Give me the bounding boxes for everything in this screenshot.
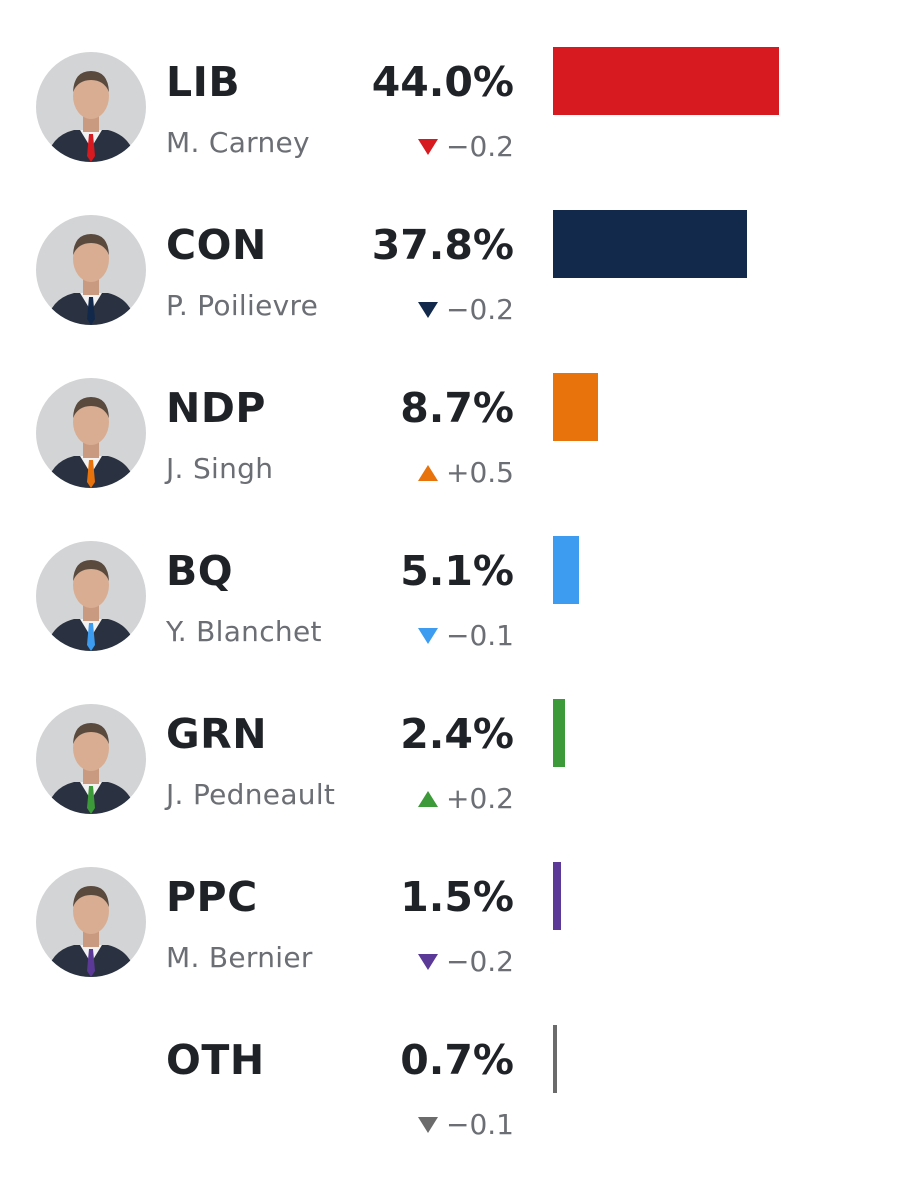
change-value: −0.2 — [446, 130, 514, 163]
leader-name: Y. Blanchet — [166, 615, 322, 648]
triangle-down-icon — [418, 1117, 438, 1133]
party-row: CON P. Poilievre 37.8% −0.2 — [0, 163, 898, 326]
triangle-down-icon — [418, 302, 438, 318]
leader-name: P. Poilievre — [166, 289, 319, 322]
party-row: PPC M. Bernier 1.5% −0.2 — [0, 815, 898, 978]
vote-share-label: 44.0% — [371, 58, 514, 106]
change-indicator: −0.1 — [418, 617, 514, 655]
vote-share-bar — [553, 862, 561, 930]
candidate-photo — [36, 867, 146, 977]
candidate-photo — [36, 378, 146, 488]
change-value: −0.2 — [446, 945, 514, 978]
party-row: GRN J. Pedneault 2.4% +0.2 — [0, 652, 898, 815]
party-abbreviation: NDP — [166, 384, 266, 432]
leader-name: J. Pedneault — [166, 778, 336, 811]
vote-share-label: 8.7% — [400, 384, 514, 432]
leader-name: M. Carney — [166, 126, 310, 159]
vote-share-bar — [553, 536, 580, 604]
vote-share-bar — [553, 699, 566, 767]
party-abbreviation: OTH — [166, 1036, 265, 1084]
vote-share-label: 2.4% — [400, 710, 514, 758]
candidate-photo — [36, 52, 146, 162]
change-value: −0.2 — [446, 293, 514, 326]
vote-share-label: 1.5% — [400, 873, 514, 921]
change-indicator: +0.2 — [418, 780, 514, 818]
candidate-photo — [36, 215, 146, 325]
leader-name: J. Singh — [166, 452, 274, 485]
triangle-down-icon — [418, 628, 438, 644]
change-indicator: −0.2 — [418, 943, 514, 981]
vote-share-bar — [553, 373, 598, 441]
change-value: −0.1 — [446, 1108, 514, 1141]
candidate-photo — [36, 704, 146, 814]
change-value: +0.2 — [446, 782, 514, 815]
vote-share-label: 37.8% — [371, 221, 514, 269]
vote-share-label: 5.1% — [400, 547, 514, 595]
triangle-up-icon — [418, 465, 438, 481]
party-row: OTH 0.7% −0.1 — [0, 978, 898, 1141]
party-abbreviation: GRN — [166, 710, 268, 758]
vote-share-bar — [553, 47, 779, 115]
vote-share-label: 0.7% — [400, 1036, 514, 1084]
change-indicator: +0.5 — [418, 454, 514, 492]
triangle-up-icon — [418, 791, 438, 807]
triangle-down-icon — [418, 954, 438, 970]
party-row: NDP J. Singh 8.7% +0.5 — [0, 326, 898, 489]
party-abbreviation: BQ — [166, 547, 234, 595]
change-indicator: −0.1 — [418, 1106, 514, 1144]
leader-name: M. Bernier — [166, 941, 313, 974]
triangle-down-icon — [418, 139, 438, 155]
candidate-photo — [36, 541, 146, 651]
vote-share-bar — [553, 1025, 557, 1093]
party-abbreviation: PPC — [166, 873, 258, 921]
party-row: BQ Y. Blanchet 5.1% −0.1 — [0, 489, 898, 652]
change-value: +0.5 — [446, 456, 514, 489]
party-abbreviation: LIB — [166, 58, 241, 106]
change-indicator: −0.2 — [418, 291, 514, 329]
change-value: −0.1 — [446, 619, 514, 652]
change-indicator: −0.2 — [418, 128, 514, 166]
party-row: LIB M. Carney 44.0% −0.2 — [0, 0, 898, 163]
party-abbreviation: CON — [166, 221, 267, 269]
vote-share-bar — [553, 210, 748, 278]
